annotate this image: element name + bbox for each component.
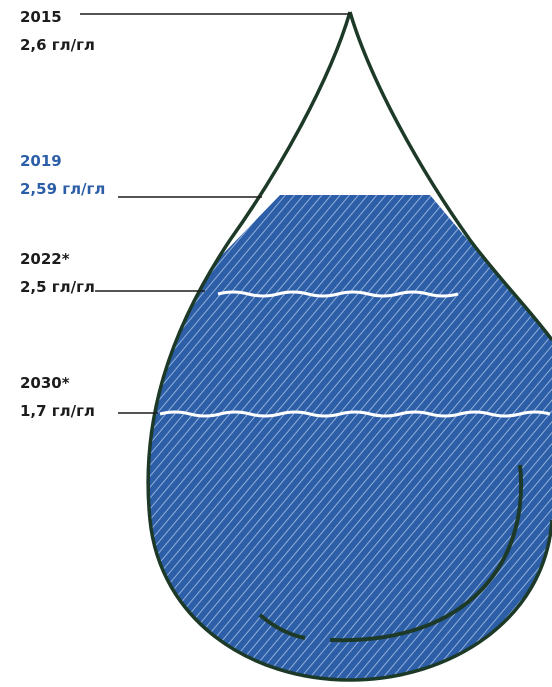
highlight [329,464,523,643]
value-label: 2,6 гл/гл [20,36,95,54]
drop-outline [146,11,552,682]
value-label: 2,59 гл/гл [20,180,105,198]
highlight [258,613,306,640]
year-label: 2030* [20,374,70,392]
water-fill [148,195,552,680]
year-label: 2019 [20,152,62,170]
drop-outline [348,11,552,342]
value-label: 1,7 гл/гл [20,402,95,420]
level-line [217,290,459,298]
year-label: 2015 [20,8,62,26]
year-label: 2022* [20,250,70,268]
level-line [159,410,551,418]
value-label: 2,5 гл/гл [20,278,95,296]
